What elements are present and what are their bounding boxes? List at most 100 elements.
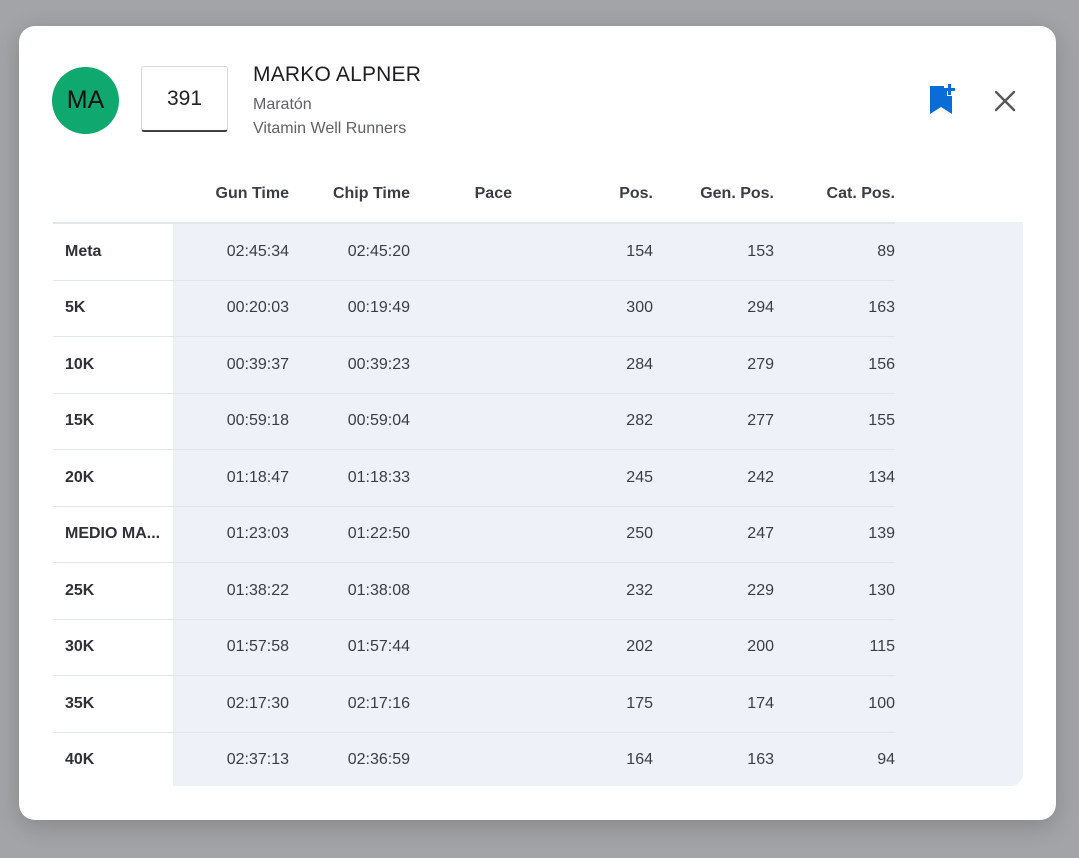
cell-chip-time: 01:38:08 <box>289 562 410 620</box>
header-pace[interactable]: Pace <box>410 166 532 224</box>
header-gender-position[interactable]: Gen. Pos. <box>653 166 774 224</box>
cell-split-label: 15K <box>53 393 173 450</box>
bookmark-add-icon <box>930 84 955 114</box>
cell-pace <box>410 393 532 450</box>
cell-position: 300 <box>532 280 653 337</box>
cell-gender-position: 277 <box>653 393 774 450</box>
table-row: 5K 00:20:03 00:19:49 300 294 163 <box>53 280 895 337</box>
cell-gun-time: 02:17:30 <box>173 675 289 733</box>
cell-gun-time: 01:23:03 <box>173 506 289 563</box>
table-row: 10K 00:39:37 00:39:23 284 279 156 <box>53 336 895 394</box>
header-position[interactable]: Pos. <box>532 166 653 224</box>
cell-split-label: 30K <box>53 619 173 676</box>
cell-gender-position: 163 <box>747 751 774 769</box>
cell-gun-time: 02:37:13 <box>226 751 289 769</box>
cell-category-position: 163 <box>774 280 895 337</box>
cell-split-label: 40K <box>53 732 173 788</box>
cell-category-position: 89 <box>774 223 895 281</box>
cell-gender-position: 200 <box>653 619 774 676</box>
table-row: 20K 01:18:47 01:18:33 245 242 134 <box>53 449 895 507</box>
cell-position: 164 <box>626 751 653 769</box>
cell-gun-time: 01:18:47 <box>173 449 289 507</box>
cell-chip-time: 02:45:20 <box>289 223 410 281</box>
cell-split-label: 20K <box>53 449 173 507</box>
cell-category-position: 139 <box>774 506 895 563</box>
cell-chip-time: 01:18:33 <box>289 449 410 507</box>
close-button[interactable] <box>990 86 1020 116</box>
cell-category-position: 134 <box>774 449 895 507</box>
cell-pace <box>410 732 532 788</box>
cell-gun-time: 01:57:58 <box>173 619 289 676</box>
cell-chip-time: 01:57:44 <box>289 619 410 676</box>
cell-gender-position: 229 <box>653 562 774 620</box>
splits-table: Gun Time Chip Time Pace Pos. Gen. Pos. C… <box>53 166 895 788</box>
cell-category-position: 115 <box>774 619 895 676</box>
cell-gender-position: 294 <box>653 280 774 337</box>
cell-category-position: 156 <box>774 336 895 394</box>
cell-pace <box>410 449 532 507</box>
cell-position: 284 <box>532 336 653 394</box>
cell-category-position: 100 <box>774 675 895 733</box>
cell-chip-time: 02:17:16 <box>289 675 410 733</box>
cell-gender-position: 279 <box>653 336 774 394</box>
cell-position: 250 <box>532 506 653 563</box>
cell-position: 232 <box>532 562 653 620</box>
cell-gender-position: 153 <box>653 223 774 281</box>
cell-gun-time: 02:45:34 <box>173 223 289 281</box>
cell-position: 175 <box>532 675 653 733</box>
cell-split-label: Meta <box>53 223 173 281</box>
athlete-detail-modal: MA 391 MARKO ALPNER Maratón Vitamin Well… <box>19 26 1056 820</box>
cell-gun-time: 00:39:37 <box>173 336 289 394</box>
cell-position: 245 <box>532 449 653 507</box>
cell-split-label: MEDIO MA... <box>53 506 173 563</box>
bookmark-add-button[interactable] <box>927 82 957 118</box>
splits-table-container: Gun Time Chip Time Pace Pos. Gen. Pos. C… <box>53 166 1023 788</box>
bib-number-box: 391 <box>141 66 228 132</box>
cell-split-label: 10K <box>53 336 173 394</box>
athlete-name: MARKO ALPNER <box>253 63 422 86</box>
table-row: MEDIO MA... 01:23:03 01:22:50 250 247 139 <box>53 506 895 563</box>
table-row: 35K 02:17:30 02:17:16 175 174 100 <box>53 675 895 733</box>
header-chip-time[interactable]: Chip Time <box>289 166 410 224</box>
close-icon <box>994 90 1016 112</box>
cell-gun-time: 00:59:18 <box>173 393 289 450</box>
cell-split-label: 25K <box>53 562 173 620</box>
cell-category-position: 155 <box>774 393 895 450</box>
cell-pace <box>410 336 532 394</box>
athlete-club: Vitamin Well Runners <box>253 120 407 137</box>
cell-chip-time: 02:36:59 <box>347 751 410 769</box>
athlete-race: Maratón <box>253 96 312 113</box>
table-row: 40K 02:37:13 02:36:59 164 163 94 <box>53 732 895 788</box>
cell-chip-time: 00:59:04 <box>289 393 410 450</box>
bib-number: 391 <box>166 86 203 110</box>
cell-gender-position: 242 <box>653 449 774 507</box>
cell-gun-time: 00:20:03 <box>173 280 289 337</box>
cell-split-label: 5K <box>53 280 173 337</box>
avatar: MA <box>52 67 119 134</box>
cell-pace <box>410 619 532 676</box>
avatar-initials: MA <box>66 86 105 114</box>
cell-category-position: 130 <box>774 562 895 620</box>
header-split <box>53 166 173 224</box>
cell-gun-time: 01:38:22 <box>173 562 289 620</box>
cell-category-position: 94 <box>877 751 895 769</box>
cell-pace <box>410 675 532 733</box>
header-gun-time[interactable]: Gun Time <box>173 166 289 224</box>
table-row: 15K 00:59:18 00:59:04 282 277 155 <box>53 393 895 450</box>
header-category-position[interactable]: Cat. Pos. <box>774 166 895 224</box>
cell-pace <box>410 223 532 281</box>
table-row: 30K 01:57:58 01:57:44 202 200 115 <box>53 619 895 676</box>
cell-position: 282 <box>532 393 653 450</box>
cell-position: 202 <box>532 619 653 676</box>
table-header-row: Gun Time Chip Time Pace Pos. Gen. Pos. C… <box>53 166 895 224</box>
cell-chip-time: 01:22:50 <box>289 506 410 563</box>
cell-gender-position: 247 <box>653 506 774 563</box>
cell-position: 154 <box>532 223 653 281</box>
cell-split-label: 35K <box>53 675 173 733</box>
cell-chip-time: 00:39:23 <box>289 336 410 394</box>
table-row: Meta 02:45:34 02:45:20 154 153 89 <box>53 223 895 281</box>
cell-pace <box>410 562 532 620</box>
table-row: 25K 01:38:22 01:38:08 232 229 130 <box>53 562 895 620</box>
cell-chip-time: 00:19:49 <box>289 280 410 337</box>
cell-gender-position: 174 <box>653 675 774 733</box>
